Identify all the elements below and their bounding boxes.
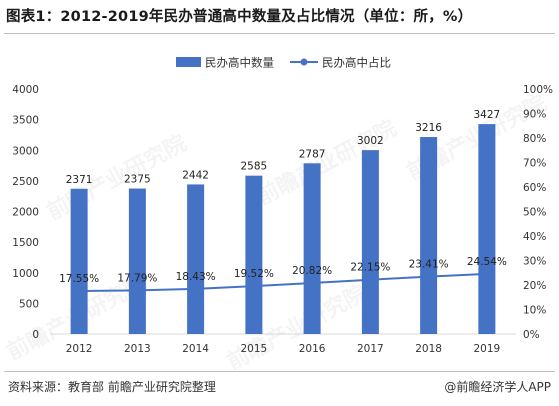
y-left-tick-label: 1500: [12, 237, 39, 249]
source-note: 资料来源：教育部 前瞻产业研究院整理: [8, 380, 216, 394]
x-tick-label: 2019: [474, 343, 501, 355]
legend-label-count: 民办高中数量: [205, 56, 274, 70]
y-left-tick-label: 2000: [12, 207, 39, 219]
y-left-tick-label: 4000: [12, 84, 39, 96]
y-right-tick-label: 20%: [523, 280, 546, 292]
x-tick-label: 2015: [241, 343, 268, 355]
line-value-label: 17.79%: [117, 272, 157, 284]
y-left-tick-label: 500: [19, 298, 39, 310]
line-value-label: 19.52%: [234, 268, 274, 280]
chart-title: 图表1：2012-2019年民办普通高中数量及占比情况（单位：所，%）: [6, 9, 473, 25]
y-right-tick-label: 60%: [523, 182, 546, 194]
y-right-tick-label: 90%: [523, 109, 546, 121]
bar: [245, 175, 263, 334]
x-tick-label: 2018: [415, 343, 442, 355]
y-right-tick-label: 10%: [523, 305, 546, 317]
y-right-tick-label: 80%: [523, 133, 546, 145]
y-right-tick-label: 40%: [523, 231, 546, 243]
bar: [128, 188, 146, 334]
bottom-rule: [4, 371, 555, 372]
y-left-tick-label: 0: [32, 329, 39, 341]
bar: [361, 150, 379, 334]
bar-value-label: 2442: [182, 169, 209, 181]
y-right-tick-label: 70%: [523, 158, 546, 170]
legend-bar-swatch: [176, 57, 201, 67]
line-value-label: 18.43%: [176, 271, 216, 283]
line-value-label: 17.55%: [59, 273, 99, 285]
bar: [70, 188, 88, 334]
x-tick-label: 2013: [124, 343, 151, 355]
y-right-tick-label: 50%: [523, 207, 546, 219]
bar-value-label: 3427: [474, 109, 501, 121]
bar-value-label: 3002: [357, 135, 384, 147]
x-tick-label: 2012: [66, 343, 93, 355]
line-value-label: 20.82%: [292, 265, 332, 277]
bar-value-label: 3216: [415, 122, 442, 134]
top-rule: [4, 33, 555, 34]
watermark-text: 前瞻产业研究院: [223, 280, 371, 370]
y-left-tick-label: 3500: [12, 115, 39, 127]
y-left-tick-label: 1000: [12, 268, 39, 280]
line-value-label: 23.41%: [409, 259, 449, 271]
bar: [187, 184, 205, 334]
legend-label-share: 民办高中占比: [322, 56, 391, 70]
bar-value-label: 2371: [66, 174, 93, 186]
y-left-tick-label: 2500: [12, 176, 39, 188]
line-value-label: 22.15%: [350, 262, 390, 274]
y-right-tick-label: 100%: [523, 84, 553, 96]
y-left-tick-label: 3000: [12, 145, 39, 157]
x-tick-label: 2014: [182, 343, 209, 355]
bar: [420, 137, 438, 334]
share-line: [79, 272, 487, 293]
bar: [303, 163, 321, 334]
legend-line-marker: [300, 58, 308, 66]
chart: 前瞻产业研究院前瞻产业研究院前瞻产业研究院前瞻产业研究院前瞻产业研究院民办高中数…: [3, 56, 553, 371]
bar: [478, 124, 496, 334]
brand-mark: @前瞻经济学人APP: [444, 380, 551, 394]
y-right-tick-label: 30%: [523, 256, 546, 268]
bar-value-label: 2787: [299, 148, 326, 160]
bar-value-label: 2585: [241, 161, 268, 173]
x-tick-label: 2017: [357, 343, 384, 355]
line-value-label: 24.54%: [467, 256, 507, 268]
y-right-tick-label: 0%: [523, 329, 540, 341]
bar-value-label: 2375: [124, 174, 151, 186]
x-tick-label: 2016: [299, 343, 326, 355]
